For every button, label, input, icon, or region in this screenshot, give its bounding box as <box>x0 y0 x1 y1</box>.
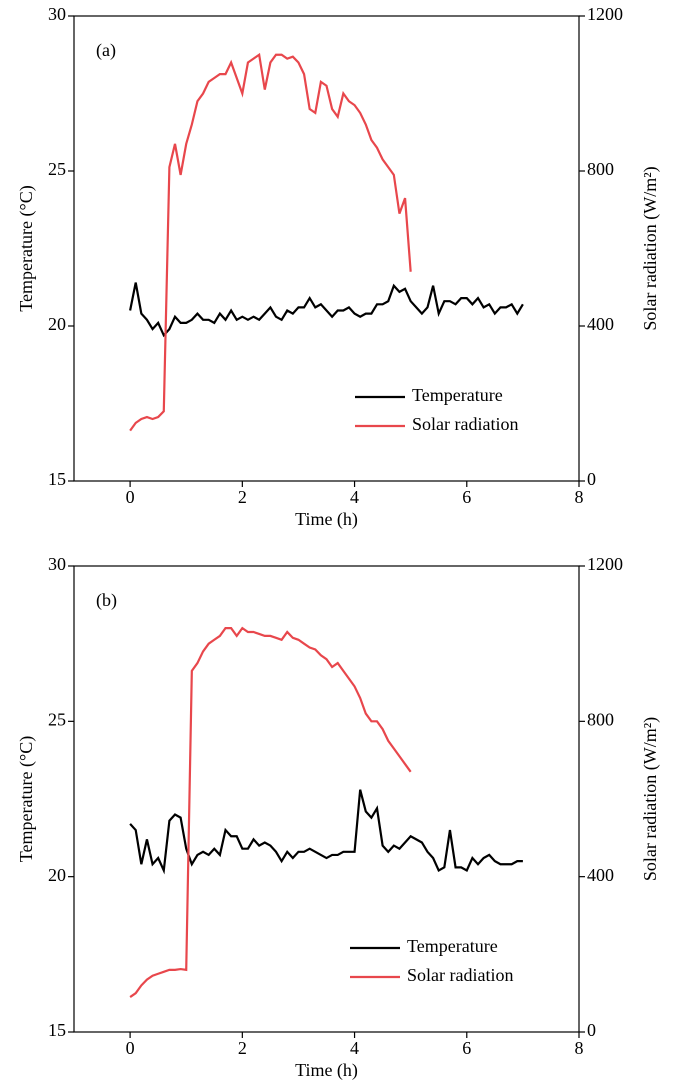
y-axis-label: Temperature (°C) <box>16 736 37 862</box>
panel-label: (b) <box>96 590 117 611</box>
y2-tick-label: 800 <box>587 709 614 729</box>
y-tick-label: 15 <box>48 1020 66 1040</box>
plot-frame <box>73 565 580 1033</box>
x-axis-label: Time (h) <box>295 1060 358 1081</box>
y-tick-label: 30 <box>48 554 66 574</box>
x-tick-label: 2 <box>238 487 247 507</box>
y2-tick-label: 1200 <box>587 554 623 574</box>
y-tick-label: 25 <box>48 709 66 729</box>
y-tick-label: 30 <box>48 4 66 24</box>
y2-tick-label: 1200 <box>587 4 623 24</box>
y2-tick-label: 800 <box>587 159 614 179</box>
x-axis-label: Time (h) <box>295 509 358 530</box>
y-tick-label: 25 <box>48 159 66 179</box>
y2-axis-label: Solar radiation (W/m²) <box>640 717 661 881</box>
x-tick-label: 0 <box>126 1038 135 1058</box>
x-tick-label: 2 <box>238 1038 247 1058</box>
legend-label: Temperature <box>407 936 498 956</box>
data-line <box>129 626 412 998</box>
y-tick-label: 20 <box>48 865 66 885</box>
panel-label: (a) <box>96 40 116 61</box>
data-line <box>129 282 524 338</box>
data-line <box>129 52 412 432</box>
y-axis-label: Temperature (°C) <box>16 185 37 311</box>
x-tick-label: 4 <box>350 487 359 507</box>
x-tick-label: 4 <box>350 1038 359 1058</box>
y2-tick-label: 400 <box>587 314 614 334</box>
y2-tick-label: 400 <box>587 865 614 885</box>
x-tick-label: 6 <box>462 487 471 507</box>
data-line <box>129 789 523 875</box>
legend-label: Solar radiation <box>412 414 518 434</box>
y2-tick-label: 0 <box>587 469 596 489</box>
y-tick-label: 20 <box>48 314 66 334</box>
x-tick-label: 8 <box>575 1038 584 1058</box>
y-tick-label: 15 <box>48 469 66 489</box>
y2-axis-label: Solar radiation (W/m²) <box>640 166 661 330</box>
x-tick-label: 6 <box>462 1038 471 1058</box>
legend-label: Solar radiation <box>407 965 513 985</box>
plot-frame <box>73 15 580 482</box>
y2-tick-label: 0 <box>587 1020 596 1040</box>
x-tick-label: 8 <box>575 487 584 507</box>
legend-label: Temperature <box>412 385 503 405</box>
x-tick-label: 0 <box>126 487 135 507</box>
